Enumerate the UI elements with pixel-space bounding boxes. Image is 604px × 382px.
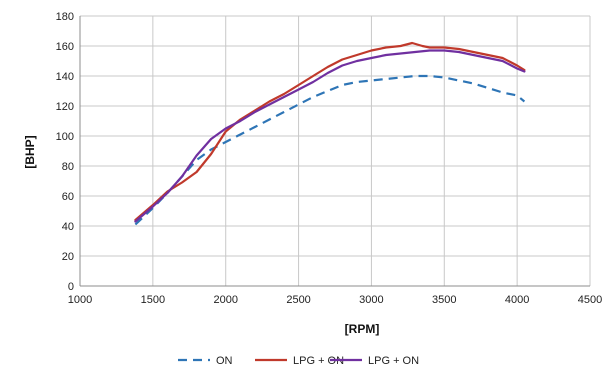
x-tick-label: 2000 (213, 294, 237, 306)
x-tick-label: 1000 (68, 294, 92, 306)
series-lines (134, 41, 526, 226)
x-tick-label: 4500 (578, 294, 602, 306)
series-line-2 (134, 49, 526, 223)
grid (79, 15, 591, 287)
series-line-0 (134, 74, 526, 226)
x-tick-label: 3500 (432, 294, 456, 306)
series-line-1 (134, 41, 526, 222)
legend: ON LPG + ON LPG + ON (178, 355, 419, 367)
y-tick-label: 0 (68, 281, 74, 293)
x-tick-label: 4000 (505, 294, 529, 306)
y-tick-label: 20 (62, 251, 74, 263)
x-tick-label: 2500 (286, 294, 310, 306)
x-tick-label: 3000 (359, 294, 383, 306)
y-tick-label: 40 (62, 221, 74, 233)
y-tick-label: 180 (56, 11, 74, 23)
x-axis-label: [RPM] (345, 322, 380, 336)
legend-label-0: ON (216, 355, 233, 367)
y-tick-label: 60 (62, 191, 74, 203)
y-tick-label: 120 (56, 101, 74, 113)
y-tick-label: 140 (56, 71, 74, 83)
y-tick-label: 80 (62, 161, 74, 173)
x-tick-label: 1500 (141, 294, 165, 306)
y-tick-label: 160 (56, 41, 74, 53)
tick-labels: 0 20 40 60 80 100 120 140 160 180 1000 1500 2000 2500… (56, 11, 603, 306)
y-axis-label: [BHP] (23, 135, 37, 168)
y-tick-label: 100 (56, 131, 74, 143)
legend-label-2: LPG + ON (368, 355, 419, 367)
legend-label-1: LPG + ON (293, 355, 344, 367)
